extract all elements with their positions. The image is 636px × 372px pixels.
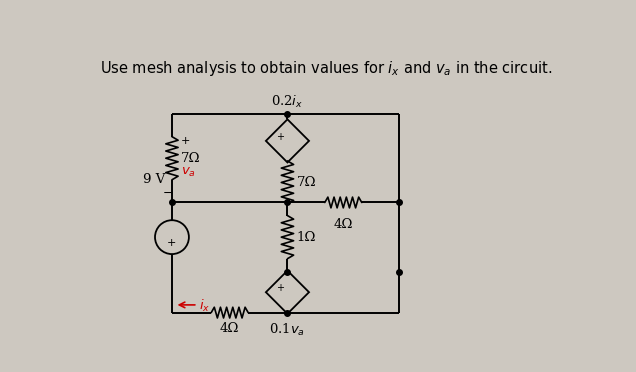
- Text: +: +: [181, 136, 191, 146]
- Text: +: +: [167, 238, 177, 248]
- Text: −: −: [163, 187, 174, 200]
- Text: 1Ω: 1Ω: [296, 231, 316, 244]
- Text: Use mesh analysis to obtain values for $i_x$ and $v_a$ in the circuit.: Use mesh analysis to obtain values for $…: [100, 58, 552, 77]
- Text: 0.2$i_x$: 0.2$i_x$: [272, 94, 303, 110]
- Text: 4Ω: 4Ω: [220, 322, 239, 335]
- Text: 7Ω: 7Ω: [181, 152, 201, 165]
- Text: 9 V: 9 V: [143, 173, 166, 186]
- Text: $v_a$: $v_a$: [181, 166, 196, 179]
- Text: 0.1$v_a$: 0.1$v_a$: [270, 322, 305, 338]
- Text: 7Ω: 7Ω: [296, 176, 316, 189]
- Text: +: +: [276, 132, 284, 142]
- Text: $i_x$: $i_x$: [199, 298, 211, 314]
- Text: +: +: [276, 283, 284, 294]
- Text: 4Ω: 4Ω: [334, 218, 353, 231]
